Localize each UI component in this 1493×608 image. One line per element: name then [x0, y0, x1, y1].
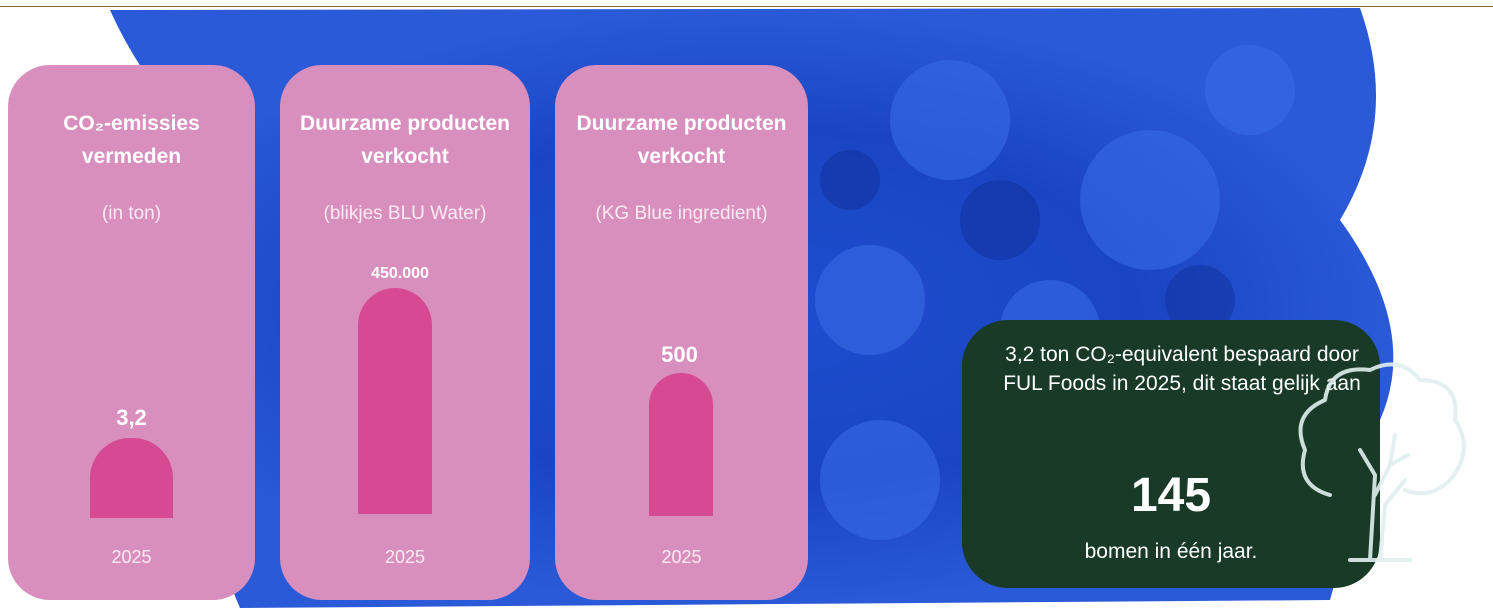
page: {"cards": [ {"title": "CO₂-emissies verm…: [0, 0, 1493, 608]
card-subtitle: (blikjes BLU Water): [280, 203, 530, 225]
year-label: 2025: [280, 547, 530, 568]
stat-card: Duurzame producten verkocht (blikjes BLU…: [280, 65, 530, 600]
top-rule: [0, 6, 1493, 7]
value-label: 500: [551, 342, 808, 368]
card-subtitle: (in ton): [8, 203, 255, 225]
value-label: 3,2: [8, 405, 255, 431]
value-label: 450.000: [270, 265, 530, 283]
card-subtitle: (KG Blue ingredient): [555, 203, 808, 225]
stat-card: CO₂-emissies vermeden (in ton) 3,2 2025: [8, 65, 255, 600]
tree-icon: [1290, 355, 1480, 565]
stat-card: Duurzame producten verkocht (KG Blue ing…: [555, 65, 808, 600]
bar: [90, 438, 173, 518]
year-label: 2025: [555, 547, 808, 568]
card-title: CO₂-emissies vermeden: [8, 107, 255, 173]
card-title: Duurzame producten verkocht: [280, 107, 530, 173]
bar: [358, 288, 432, 514]
card-title: Duurzame producten verkocht: [555, 107, 808, 173]
year-label: 2025: [8, 547, 255, 568]
bar: [649, 373, 713, 516]
